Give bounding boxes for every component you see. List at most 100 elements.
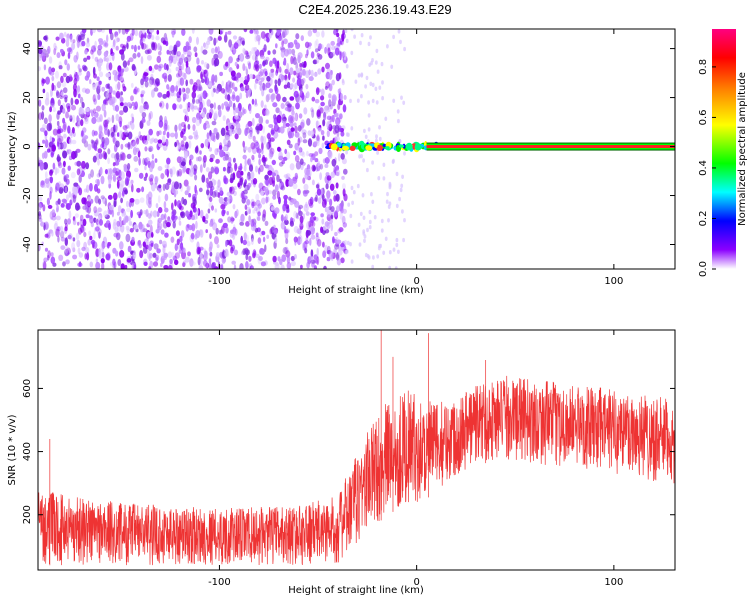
spectrogram-cell <box>192 124 196 132</box>
spectrogram-cell <box>274 59 278 69</box>
spectrogram-cell <box>228 39 233 48</box>
spectrogram-cell <box>293 90 299 98</box>
spectrogram-cell <box>303 60 307 68</box>
spectrogram-cell <box>271 159 276 166</box>
spectrogram-cell <box>126 153 132 159</box>
spectrogram-cell <box>162 244 167 248</box>
spectrogram-cell <box>86 200 92 208</box>
spectrogram-cell <box>261 141 264 151</box>
spectrogram-cell <box>265 178 270 187</box>
spectrogram-cell <box>316 188 322 196</box>
spectrogram-cell <box>281 29 287 38</box>
spectrogram-cell <box>356 98 360 103</box>
spectrogram-cell <box>241 40 245 46</box>
spectrogram-cell <box>38 157 41 164</box>
spectrogram-cell <box>249 131 253 138</box>
spectrogram-y-label: Frequency (Hz) <box>7 111 18 187</box>
spectrogram-cell <box>64 226 68 232</box>
spectrogram-cell <box>115 83 119 91</box>
spectrogram-cell <box>259 68 264 76</box>
y-tick-label: 40 <box>22 42 33 55</box>
spectrogram-cell <box>85 184 90 193</box>
spectrogram-cell <box>67 125 71 134</box>
spectrogram-cell <box>340 131 345 137</box>
spectrogram-cell <box>307 138 313 147</box>
spectrogram-x-ticks: -100 0 100 <box>208 29 623 287</box>
spectrogram-cell <box>266 93 271 101</box>
spectrogram-cell <box>98 124 103 132</box>
spectrogram-cell <box>284 229 289 234</box>
spectrogram-cell <box>322 119 326 127</box>
spectrogram-cell <box>170 85 175 93</box>
spectrogram-cell <box>350 126 354 131</box>
spectrogram-cell <box>295 33 300 40</box>
signal-cell <box>405 142 413 151</box>
spectrogram-cell <box>232 35 238 40</box>
spectrogram-cell <box>319 172 322 181</box>
spectrogram-cell <box>96 76 100 81</box>
spectrogram-cell <box>320 130 325 136</box>
spectrogram-cell <box>340 243 345 248</box>
spectrogram-cell <box>52 162 56 170</box>
spectrogram-cell <box>310 259 316 264</box>
spectrogram-cell <box>232 231 236 240</box>
spectrogram-cell <box>310 226 315 235</box>
spectrogram-cell <box>251 266 254 269</box>
spectrogram-cell <box>81 160 86 169</box>
spectrogram-cell <box>233 186 237 191</box>
spectrogram-cell <box>122 44 127 49</box>
spectrogram-cell <box>200 209 204 219</box>
spectrogram-cell <box>104 137 110 146</box>
spectrogram-cell <box>337 204 341 211</box>
spectrogram-cell <box>185 60 189 68</box>
spectrogram-cell <box>196 246 201 255</box>
spectrogram-cell <box>343 52 347 61</box>
spectrogram-cell <box>97 83 101 89</box>
spectrogram-cell <box>282 156 288 161</box>
spectrogram-cell <box>320 95 325 101</box>
spectrogram-cell <box>104 142 108 148</box>
spectrogram-cell <box>196 57 200 65</box>
spectrogram-cell <box>345 64 349 69</box>
spectrogram-cell <box>326 209 331 218</box>
spectrogram-cell <box>321 30 325 38</box>
spectrogram-cell <box>66 47 72 53</box>
spectrogram-cell <box>108 182 112 189</box>
spectrogram-cell <box>118 191 122 199</box>
spectrogram-cell <box>176 103 180 110</box>
spectrogram-cell <box>228 239 233 247</box>
spectrogram-cell <box>85 214 90 219</box>
spectrogram-cell <box>116 132 120 137</box>
spectrogram-cell <box>205 177 209 184</box>
spectrogram-cell <box>98 71 104 78</box>
spectrogram-cell <box>213 112 218 119</box>
spectrogram-cell <box>69 34 73 43</box>
spectrogram-cell <box>185 87 191 94</box>
spectrogram-cell <box>90 169 94 178</box>
spectrogram-cell <box>371 264 375 269</box>
spectrogram-cell <box>130 179 134 185</box>
spectrogram-cell <box>226 191 232 197</box>
spectrogram-cell <box>158 184 162 189</box>
spectrogram-cell <box>401 209 404 214</box>
spectrogram-cell <box>163 254 167 260</box>
spectrogram-cell <box>68 138 73 145</box>
spectrogram-cell <box>358 154 361 159</box>
spectrogram-cell <box>280 49 285 58</box>
spectrogram-cell <box>290 255 295 262</box>
spectrogram-cell <box>254 54 258 63</box>
spectrogram-cell <box>62 150 68 159</box>
spectrogram-cell <box>233 190 237 196</box>
spectrogram-cell <box>79 96 84 104</box>
spectrogram-cell <box>211 74 216 83</box>
spectrogram-cell <box>105 57 109 63</box>
spectrogram-cell <box>67 234 72 240</box>
spectrogram-cell <box>155 78 160 85</box>
spectrogram-cell <box>120 197 123 204</box>
spectrogram-cell <box>289 83 294 89</box>
spectrogram-cell <box>244 247 249 255</box>
spectrogram-cell <box>219 149 225 158</box>
spectrogram-cell <box>212 88 216 93</box>
spectrogram-cell <box>121 68 125 73</box>
spectrogram-cell <box>246 241 251 247</box>
